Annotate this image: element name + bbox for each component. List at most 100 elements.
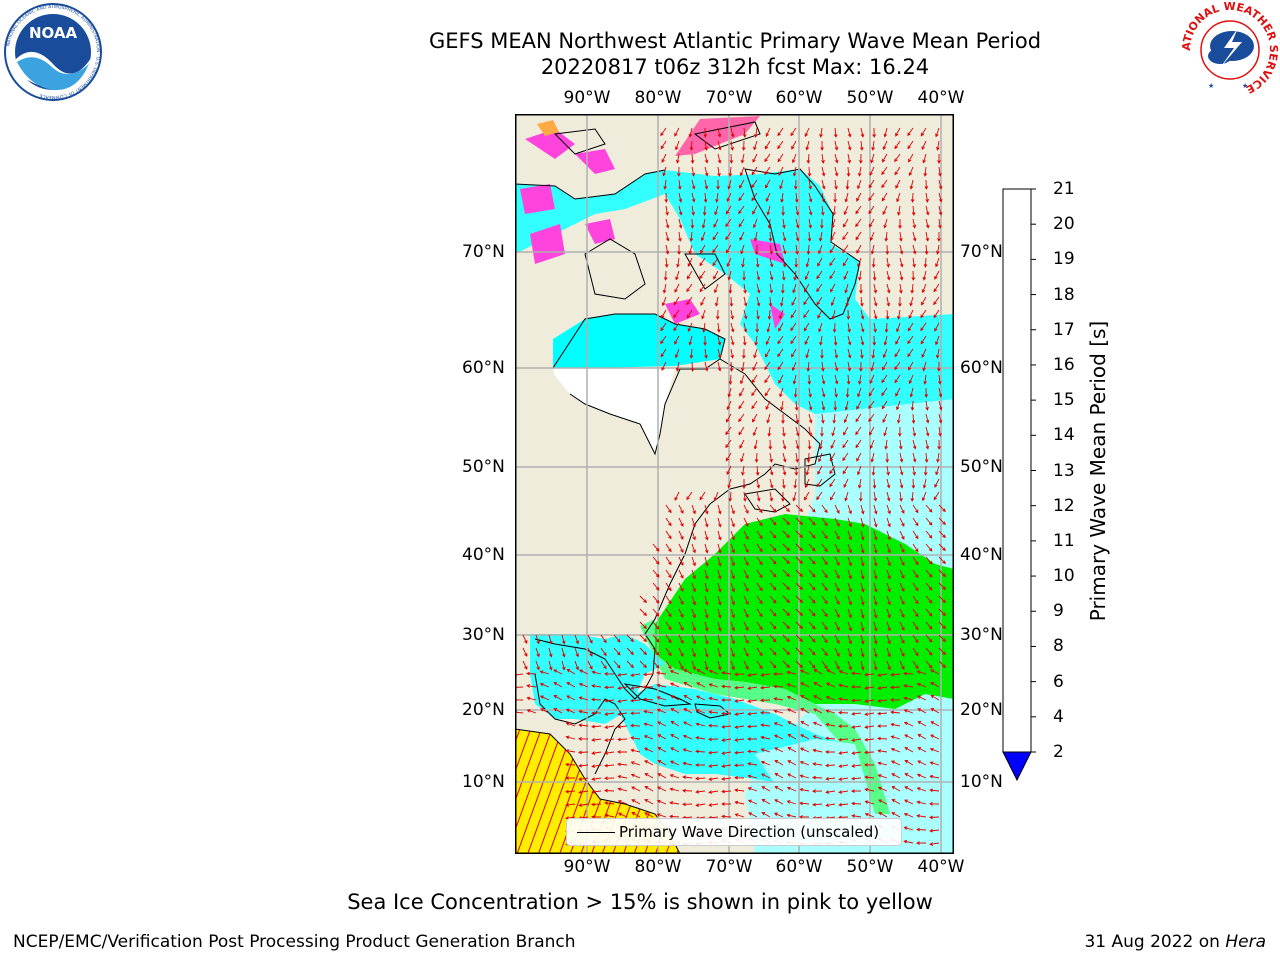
- wave-direction-arrow: [755, 322, 759, 333]
- wave-direction-arrow: [851, 685, 862, 689]
- wave-direction-arrow: [912, 426, 917, 437]
- lat-label-left: 70°N: [462, 242, 505, 262]
- wave-direction-arrow: [856, 179, 862, 190]
- wave-direction-arrow: [725, 205, 732, 215]
- wave-direction-arrow: [886, 517, 891, 528]
- wave-direction-arrow: [883, 218, 888, 229]
- wave-direction-arrow: [660, 348, 667, 358]
- wave-direction-arrow: [842, 231, 849, 241]
- wave-direction-arrow: [787, 721, 797, 727]
- wave-direction-arrow: [539, 695, 550, 701]
- wave-direction-arrow: [696, 669, 706, 675]
- wave-direction-arrow: [782, 426, 786, 437]
- wave-direction-arrow: [857, 465, 862, 476]
- wave-direction-arrow: [829, 452, 836, 462]
- wave-direction-arrow: [522, 634, 528, 644]
- wave-direction-arrow: [873, 309, 878, 320]
- wave-direction-arrow: [708, 669, 719, 675]
- wave-direction-arrow: [721, 698, 731, 702]
- wave-direction-arrow: [886, 283, 891, 294]
- wave-direction-arrow: [873, 283, 878, 294]
- wave-direction-arrow: [895, 387, 901, 397]
- wave-direction-arrow: [858, 270, 862, 281]
- wave-direction-arrow: [800, 682, 810, 688]
- wave-direction-arrow: [734, 763, 745, 768]
- wave-direction-arrow: [870, 153, 875, 164]
- wave-direction-arrow: [907, 322, 914, 332]
- wave-direction-arrow: [884, 322, 889, 333]
- wave-direction-arrow: [929, 815, 940, 820]
- wave-direction-arrow: [838, 764, 849, 768]
- wave-direction-arrow: [741, 257, 745, 268]
- wave-direction-arrow: [727, 478, 732, 489]
- wave-direction-arrow: [793, 179, 798, 190]
- wave-direction-arrow: [704, 179, 709, 190]
- wave-direction-arrow: [644, 760, 654, 766]
- wave-direction-arrow: [794, 400, 799, 411]
- wave-direction-arrow: [786, 695, 797, 701]
- wave-direction-arrow: [727, 387, 732, 398]
- wave-direction-arrow: [834, 361, 839, 372]
- wave-direction-arrow: [782, 569, 790, 578]
- wave-direction-arrow: [937, 231, 941, 242]
- wave-direction-arrow: [782, 582, 790, 591]
- wave-direction-arrow: [756, 569, 763, 579]
- wave-direction-arrow: [897, 205, 901, 216]
- wave-direction-arrow: [834, 634, 840, 644]
- wave-direction-arrow: [909, 387, 914, 398]
- wave-direction-arrow: [869, 426, 875, 436]
- wave-direction-arrow: [721, 789, 732, 794]
- wave-direction-arrow: [899, 556, 905, 566]
- wave-direction-arrow: [795, 582, 803, 591]
- wave-direction-arrow: [704, 608, 709, 619]
- wave-direction-arrow: [860, 621, 865, 632]
- wave-direction-arrow: [760, 698, 771, 703]
- wave-direction-arrow: [820, 218, 824, 229]
- wave-direction-arrow: [734, 738, 745, 742]
- wave-direction-arrow: [777, 348, 784, 358]
- wave-direction-arrow: [604, 776, 615, 781]
- wave-direction-arrow: [825, 776, 836, 781]
- wave-direction-arrow: [917, 734, 927, 740]
- wave-direction-arrow: [910, 491, 915, 502]
- wave-direction-arrow: [938, 400, 943, 411]
- wave-direction-arrow: [765, 335, 771, 346]
- wave-direction-arrow: [754, 244, 759, 255]
- wave-direction-arrow: [708, 790, 719, 794]
- wave-direction-arrow: [548, 660, 553, 671]
- wave-direction-arrow: [886, 491, 891, 502]
- wave-direction-arrow: [855, 439, 862, 449]
- wave-direction-arrow: [886, 504, 891, 515]
- wave-direction-arrow: [630, 748, 641, 753]
- wave-direction-arrow: [899, 231, 903, 242]
- wave-direction-arrow: [660, 140, 667, 150]
- wave-direction-arrow: [847, 608, 852, 619]
- wave-direction-arrow: [587, 647, 593, 657]
- lon-label-bottom: 60°W: [775, 857, 823, 877]
- wave-direction-arrow: [786, 800, 797, 805]
- wave-direction-arrow: [834, 582, 840, 592]
- noaa-logo-text: NOAA: [29, 24, 78, 42]
- wave-direction-arrow: [704, 647, 709, 658]
- wave-direction-arrow: [756, 530, 763, 540]
- wave-direction-arrow: [860, 595, 865, 606]
- wave-direction-arrow: [907, 335, 914, 345]
- wave-direction-arrow: [678, 582, 684, 592]
- wave-direction-arrow: [791, 296, 797, 306]
- wave-direction-arrow: [730, 127, 735, 138]
- lon-label-bottom: 40°W: [917, 857, 965, 877]
- wave-direction-arrow: [869, 439, 875, 450]
- colorbar-tick-label: 8: [1053, 636, 1064, 657]
- wave-direction-arrow: [938, 634, 946, 643]
- wave-direction-arrow: [704, 556, 709, 567]
- wave-direction-arrow: [665, 231, 670, 242]
- wave-direction-arrow: [925, 608, 933, 617]
- wave-direction-arrow: [808, 400, 813, 411]
- wave-direction-arrow: [886, 530, 891, 541]
- wave-direction-arrow: [856, 452, 862, 462]
- wave-direction-arrow: [859, 491, 863, 502]
- wave-direction-arrow: [665, 218, 670, 229]
- wave-direction-arrow: [747, 799, 758, 805]
- wave-direction-arrow: [819, 335, 823, 346]
- wave-direction-arrow: [916, 827, 927, 832]
